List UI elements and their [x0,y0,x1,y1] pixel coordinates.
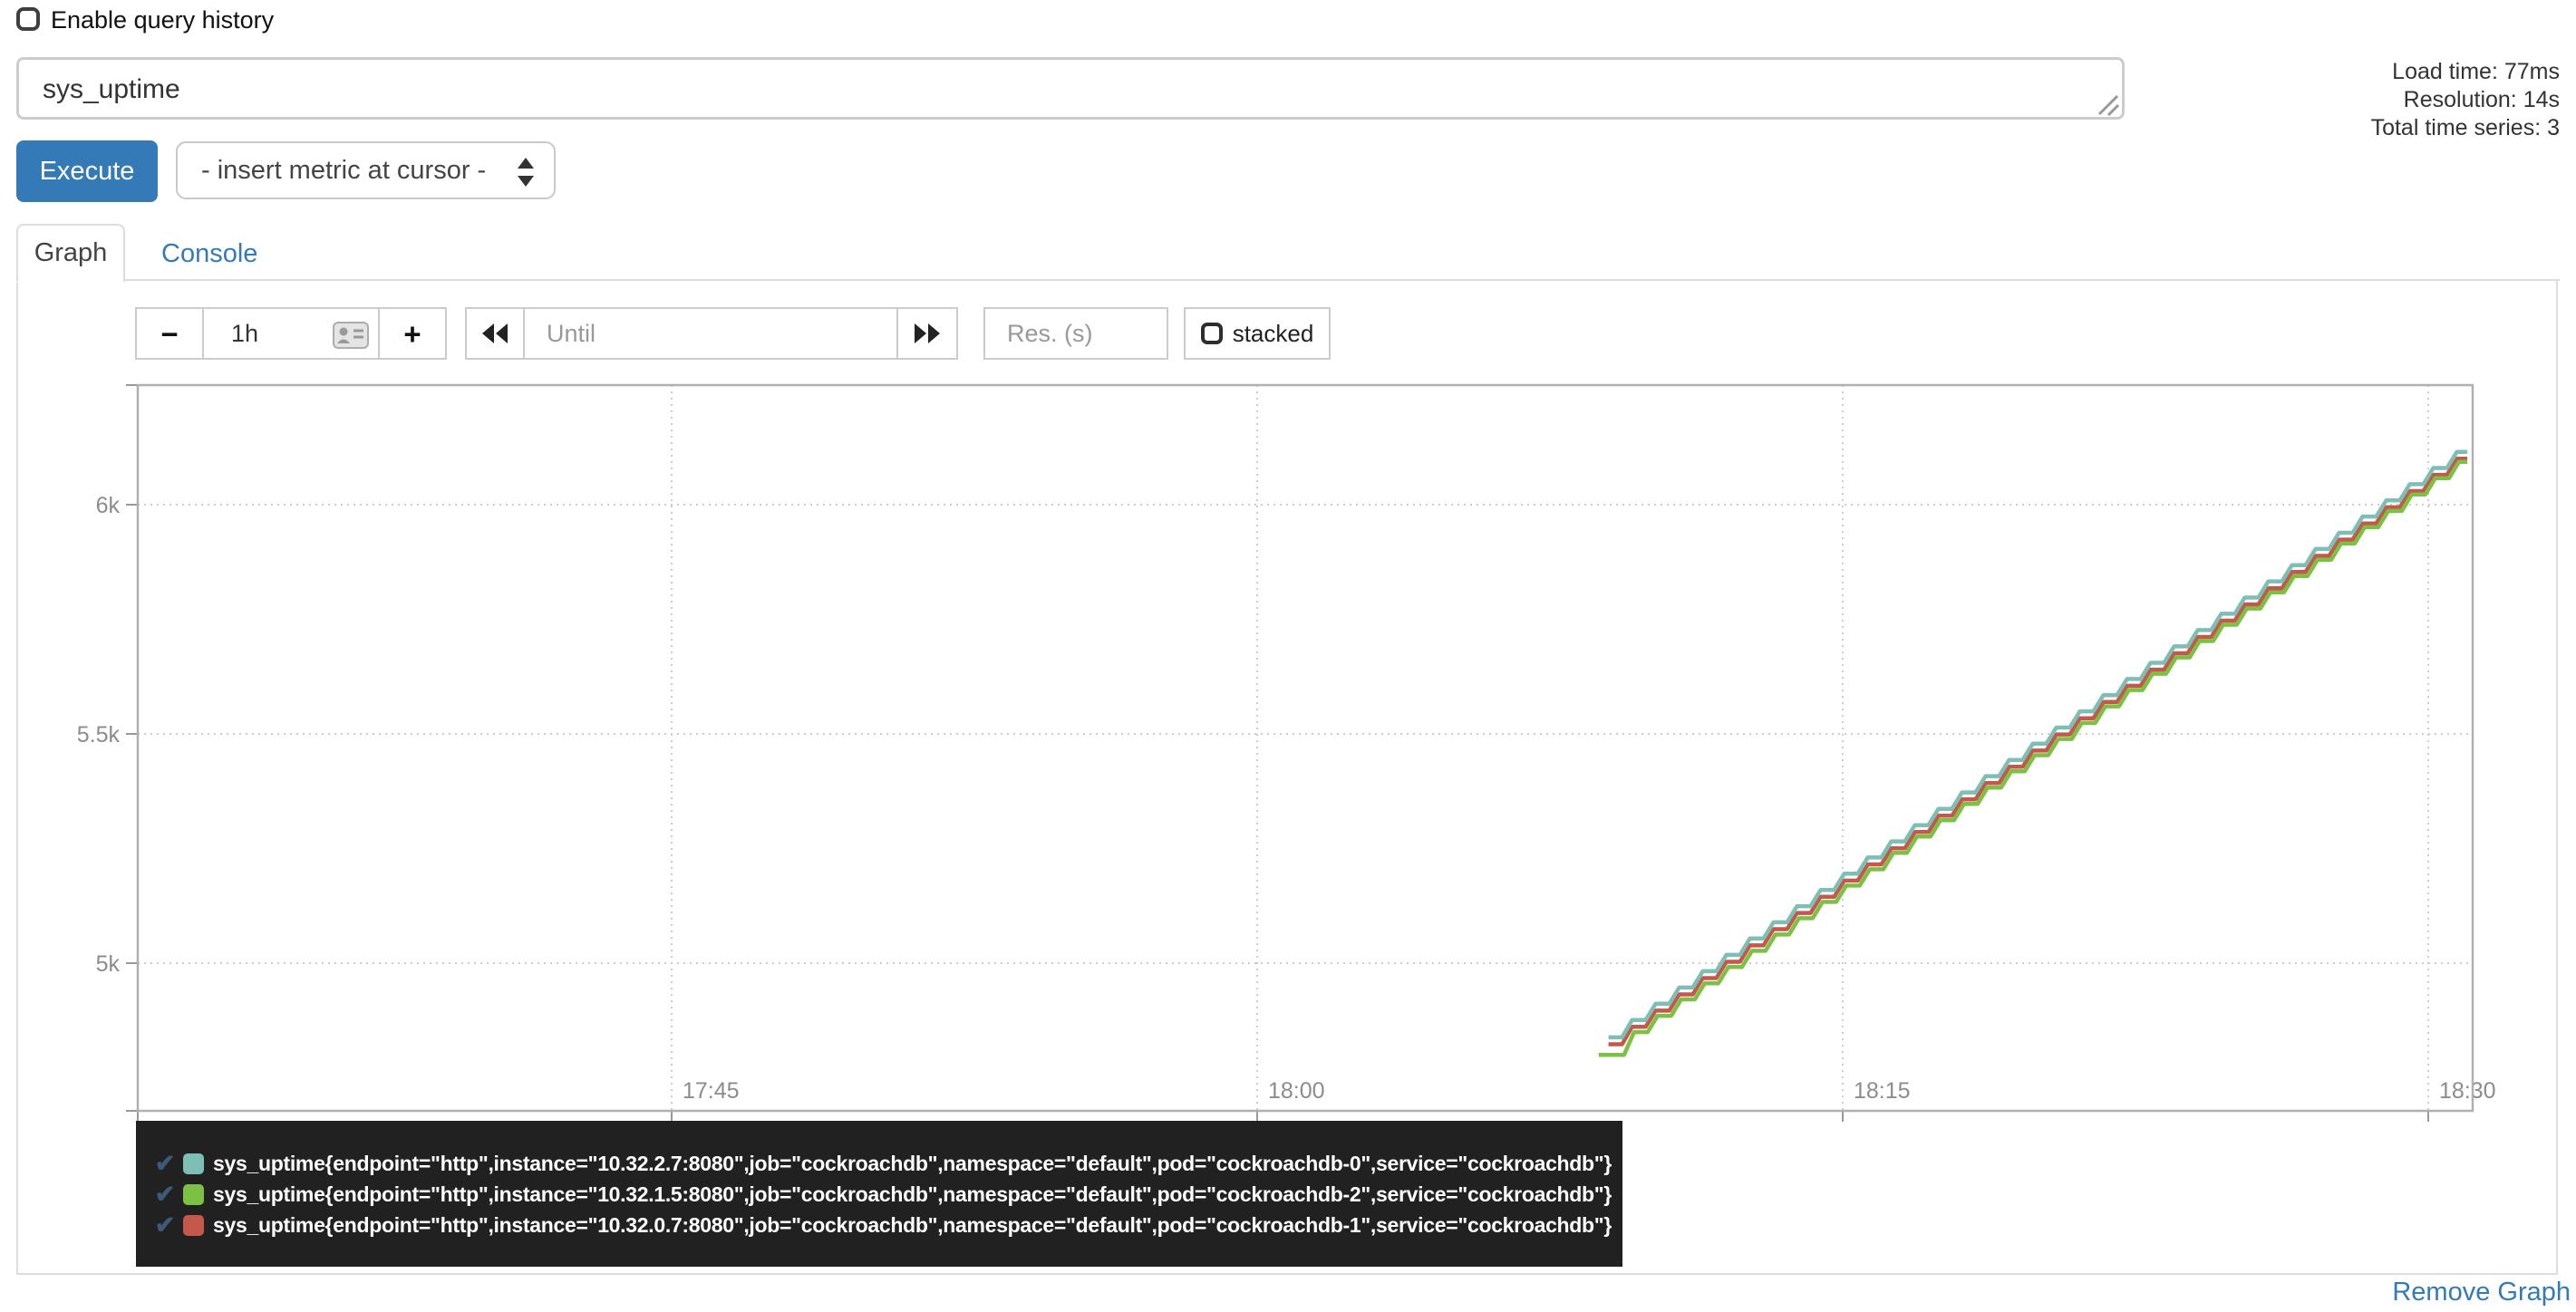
resolution-input[interactable]: Res. (s) [983,307,1168,360]
execute-button[interactable]: Execute [16,140,158,202]
stacked-checkbox[interactable] [1200,323,1223,344]
legend-swatch [183,1214,204,1236]
legend-check-icon[interactable]: ✔ [154,1211,176,1239]
plus-icon: + [403,316,421,351]
fast-backward-icon [482,323,508,343]
until-placeholder: Until [547,319,596,347]
range-value: 1h [231,319,259,347]
query-input[interactable] [16,57,2125,120]
date-picker-icon[interactable] [333,322,369,349]
range-decrease-button[interactable]: − [135,307,202,360]
remove-graph-link[interactable]: Remove Graph [2392,1278,2571,1307]
tab-graph[interactable]: Graph [16,224,125,283]
insert-metric-select-value: - insert metric at cursor - [201,155,487,185]
range-input[interactable]: 1h [202,307,380,360]
legend-item[interactable]: ✔ sys_uptime{endpoint="http",instance="10… [149,1148,1622,1179]
enable-query-history-checkbox[interactable] [16,7,40,31]
legend-item[interactable]: ✔ sys_uptime{endpoint="http",instance="10… [149,1179,1622,1210]
rewind-button[interactable] [465,307,523,360]
tab-console[interactable]: Console [161,239,258,268]
legend-check-icon[interactable]: ✔ [154,1149,176,1177]
legend-series-label: sys_uptime{endpoint="http",instance="10.… [213,1182,1612,1206]
legend-item[interactable]: ✔ sys_uptime{endpoint="http",instance="10… [149,1210,1622,1240]
until-input[interactable]: Until [523,307,898,360]
legend-swatch [183,1183,204,1205]
textarea-resize-grip-icon[interactable] [2096,92,2119,116]
enable-query-history-label: Enable query history [51,6,275,34]
legend-series-label: sys_uptime{endpoint="http",instance="10.… [213,1212,1612,1237]
stacked-label: stacked [1232,319,1314,347]
range-increase-button[interactable]: + [380,307,447,360]
forward-button[interactable] [898,307,958,360]
query-stats: Load time: 77ms Resolution: 14s Total ti… [2371,58,2560,142]
total-time-series: Total time series: 3 [2370,115,2560,140]
insert-metric-select[interactable]: - insert metric at cursor - [176,141,556,199]
resolution: Resolution: 14s [2403,87,2560,112]
minus-icon: − [160,316,179,351]
chart-legend: ✔ sys_uptime{endpoint="http",instance="10… [136,1121,1622,1267]
tabs-bar [16,223,2560,281]
legend-swatch [183,1153,204,1174]
legend-series-label: sys_uptime{endpoint="http",instance="10.… [213,1151,1612,1175]
select-arrows-icon [518,158,534,187]
stacked-toggle[interactable]: stacked [1184,307,1331,360]
resolution-placeholder: Res. (s) [1007,319,1093,347]
fast-forward-icon [915,323,940,343]
legend-check-icon[interactable]: ✔ [154,1180,176,1208]
load-time: Load time: 77ms [2392,59,2560,84]
